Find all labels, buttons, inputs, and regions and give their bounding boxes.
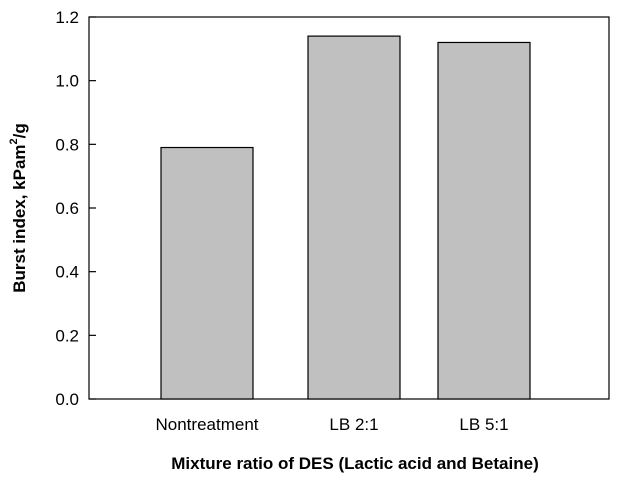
y-tick-label: 0.0 [55,390,79,409]
y-axis-title: Burst index, kPam2/g [8,123,29,293]
y-axis-ticks: 0.0 0.2 0.4 0.6 0.8 1.0 1.2 [55,8,96,409]
x-axis-title: Mixture ratio of DES (Lactic acid and Be… [171,454,538,473]
y-tick-label: 1.2 [55,8,79,27]
x-tick-label: LB 5:1 [459,415,508,434]
y-tick-label: 0.8 [55,135,79,154]
bar-0 [160,146,254,400]
x-tick-label: LB 2:1 [329,415,378,434]
bars-group [160,35,531,400]
bar-1 [307,35,401,400]
x-tick-label: Nontreatment [156,415,259,434]
y-tick-label: 0.2 [55,326,79,345]
x-axis-tick-labels: Nontreatment LB 2:1 LB 5:1 [156,415,509,434]
bar-2 [437,41,531,400]
y-tick-label: 0.6 [55,199,79,218]
y-tick-label: 0.4 [55,263,79,282]
y-tick-label: 1.0 [55,72,79,91]
